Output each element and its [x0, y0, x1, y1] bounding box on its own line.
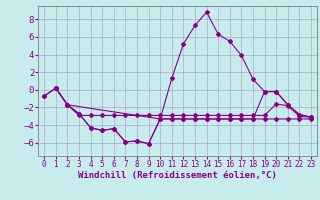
X-axis label: Windchill (Refroidissement éolien,°C): Windchill (Refroidissement éolien,°C): [78, 171, 277, 180]
